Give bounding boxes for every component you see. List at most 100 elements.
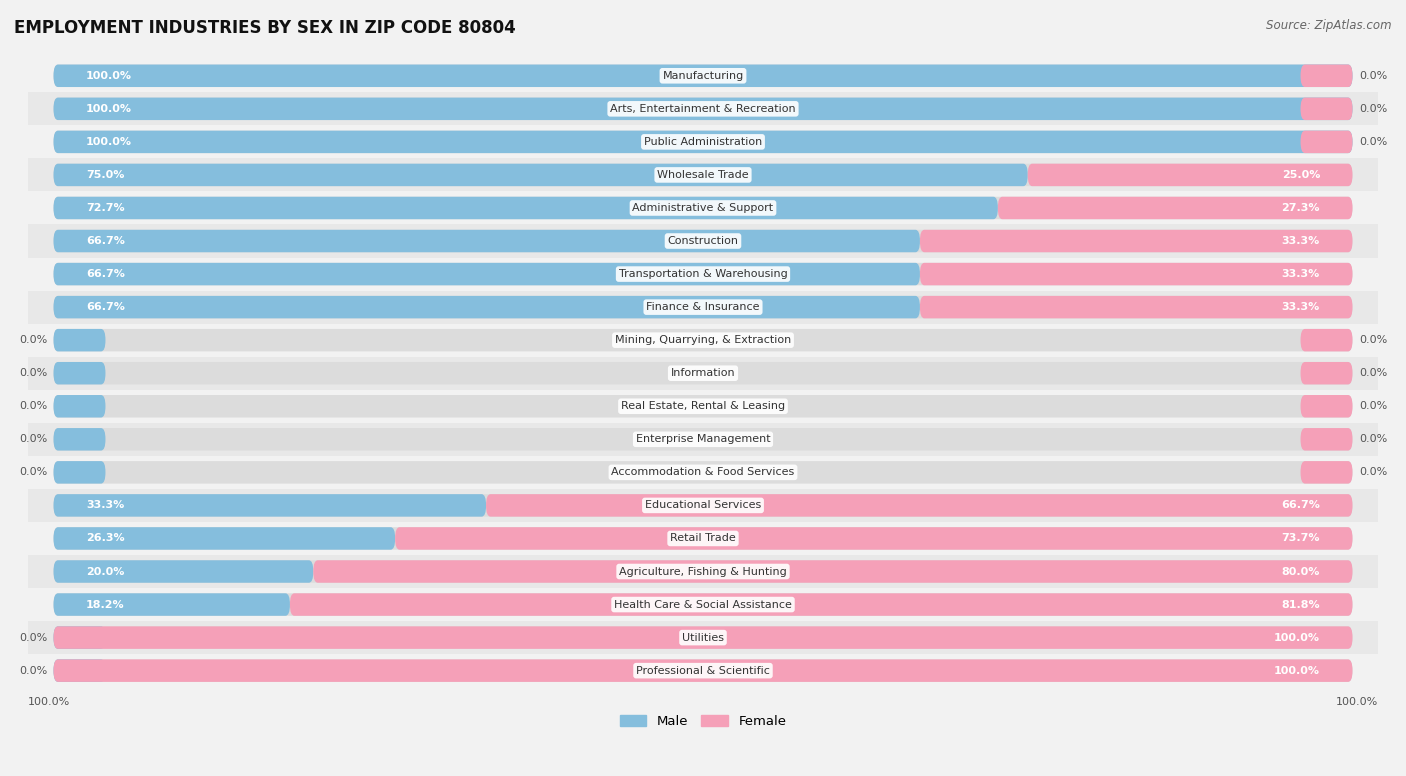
Text: 100.0%: 100.0% bbox=[86, 71, 132, 81]
FancyBboxPatch shape bbox=[1301, 130, 1353, 153]
Text: 0.0%: 0.0% bbox=[1360, 401, 1388, 411]
FancyBboxPatch shape bbox=[53, 660, 105, 682]
Text: Manufacturing: Manufacturing bbox=[662, 71, 744, 81]
FancyBboxPatch shape bbox=[53, 461, 1353, 483]
FancyBboxPatch shape bbox=[53, 130, 1353, 153]
FancyBboxPatch shape bbox=[53, 362, 105, 384]
FancyBboxPatch shape bbox=[53, 98, 1353, 120]
Text: Wholesale Trade: Wholesale Trade bbox=[657, 170, 749, 180]
Text: 100.0%: 100.0% bbox=[86, 137, 132, 147]
FancyBboxPatch shape bbox=[998, 197, 1353, 219]
Text: EMPLOYMENT INDUSTRIES BY SEX IN ZIP CODE 80804: EMPLOYMENT INDUSTRIES BY SEX IN ZIP CODE… bbox=[14, 19, 516, 37]
FancyBboxPatch shape bbox=[28, 126, 1378, 158]
Text: 20.0%: 20.0% bbox=[86, 566, 124, 577]
FancyBboxPatch shape bbox=[53, 527, 395, 549]
FancyBboxPatch shape bbox=[28, 522, 1378, 555]
FancyBboxPatch shape bbox=[53, 197, 1353, 219]
Text: 27.3%: 27.3% bbox=[1281, 203, 1320, 213]
FancyBboxPatch shape bbox=[53, 660, 1353, 682]
FancyBboxPatch shape bbox=[53, 594, 290, 616]
Text: 0.0%: 0.0% bbox=[1360, 71, 1388, 81]
Text: 0.0%: 0.0% bbox=[18, 467, 46, 477]
FancyBboxPatch shape bbox=[53, 660, 1353, 682]
Text: 33.3%: 33.3% bbox=[1282, 236, 1320, 246]
FancyBboxPatch shape bbox=[53, 64, 1353, 87]
Text: 33.3%: 33.3% bbox=[1282, 269, 1320, 279]
FancyBboxPatch shape bbox=[28, 456, 1378, 489]
Text: 100.0%: 100.0% bbox=[1274, 632, 1320, 643]
Text: Construction: Construction bbox=[668, 236, 738, 246]
FancyBboxPatch shape bbox=[1301, 428, 1353, 451]
Text: Utilities: Utilities bbox=[682, 632, 724, 643]
FancyBboxPatch shape bbox=[920, 230, 1353, 252]
FancyBboxPatch shape bbox=[53, 461, 105, 483]
Text: 25.0%: 25.0% bbox=[1282, 170, 1320, 180]
FancyBboxPatch shape bbox=[28, 588, 1378, 621]
Text: 66.7%: 66.7% bbox=[86, 236, 125, 246]
FancyBboxPatch shape bbox=[28, 390, 1378, 423]
FancyBboxPatch shape bbox=[28, 59, 1378, 92]
Text: 26.3%: 26.3% bbox=[86, 533, 125, 543]
Text: 100.0%: 100.0% bbox=[28, 697, 70, 707]
FancyBboxPatch shape bbox=[920, 296, 1353, 318]
FancyBboxPatch shape bbox=[28, 324, 1378, 357]
Text: Public Administration: Public Administration bbox=[644, 137, 762, 147]
FancyBboxPatch shape bbox=[53, 230, 1353, 252]
Text: Transportation & Warehousing: Transportation & Warehousing bbox=[619, 269, 787, 279]
FancyBboxPatch shape bbox=[53, 395, 1353, 417]
FancyBboxPatch shape bbox=[1301, 64, 1353, 87]
FancyBboxPatch shape bbox=[28, 290, 1378, 324]
Text: 0.0%: 0.0% bbox=[1360, 467, 1388, 477]
Text: Enterprise Management: Enterprise Management bbox=[636, 435, 770, 445]
Text: 0.0%: 0.0% bbox=[18, 401, 46, 411]
FancyBboxPatch shape bbox=[53, 395, 105, 417]
Text: Finance & Insurance: Finance & Insurance bbox=[647, 302, 759, 312]
FancyBboxPatch shape bbox=[53, 560, 1353, 583]
FancyBboxPatch shape bbox=[53, 428, 105, 451]
Text: 0.0%: 0.0% bbox=[1360, 369, 1388, 378]
FancyBboxPatch shape bbox=[53, 197, 998, 219]
Text: 0.0%: 0.0% bbox=[18, 435, 46, 445]
FancyBboxPatch shape bbox=[28, 357, 1378, 390]
Text: Information: Information bbox=[671, 369, 735, 378]
Text: 0.0%: 0.0% bbox=[18, 335, 46, 345]
FancyBboxPatch shape bbox=[920, 263, 1353, 286]
FancyBboxPatch shape bbox=[53, 626, 1353, 649]
Text: Retail Trade: Retail Trade bbox=[671, 533, 735, 543]
Text: 72.7%: 72.7% bbox=[86, 203, 125, 213]
Text: Health Care & Social Assistance: Health Care & Social Assistance bbox=[614, 600, 792, 610]
FancyBboxPatch shape bbox=[53, 164, 1028, 186]
FancyBboxPatch shape bbox=[53, 494, 486, 517]
Text: 66.7%: 66.7% bbox=[86, 269, 125, 279]
Text: 0.0%: 0.0% bbox=[1360, 435, 1388, 445]
Text: 100.0%: 100.0% bbox=[1274, 666, 1320, 676]
FancyBboxPatch shape bbox=[28, 92, 1378, 126]
Text: 0.0%: 0.0% bbox=[1360, 335, 1388, 345]
FancyBboxPatch shape bbox=[53, 263, 920, 286]
FancyBboxPatch shape bbox=[53, 594, 1353, 616]
FancyBboxPatch shape bbox=[53, 527, 1353, 549]
FancyBboxPatch shape bbox=[28, 224, 1378, 258]
Text: 0.0%: 0.0% bbox=[18, 632, 46, 643]
Text: 73.7%: 73.7% bbox=[1281, 533, 1320, 543]
FancyBboxPatch shape bbox=[53, 64, 1353, 87]
FancyBboxPatch shape bbox=[53, 263, 1353, 286]
FancyBboxPatch shape bbox=[53, 164, 1353, 186]
FancyBboxPatch shape bbox=[53, 329, 105, 352]
FancyBboxPatch shape bbox=[53, 362, 1353, 384]
FancyBboxPatch shape bbox=[53, 296, 920, 318]
Text: 33.3%: 33.3% bbox=[1282, 302, 1320, 312]
FancyBboxPatch shape bbox=[53, 296, 1353, 318]
FancyBboxPatch shape bbox=[1301, 461, 1353, 483]
FancyBboxPatch shape bbox=[53, 428, 1353, 451]
Text: Administrative & Support: Administrative & Support bbox=[633, 203, 773, 213]
FancyBboxPatch shape bbox=[28, 258, 1378, 290]
Text: 33.3%: 33.3% bbox=[86, 501, 124, 511]
FancyBboxPatch shape bbox=[53, 98, 1353, 120]
FancyBboxPatch shape bbox=[1301, 395, 1353, 417]
Text: Agriculture, Fishing & Hunting: Agriculture, Fishing & Hunting bbox=[619, 566, 787, 577]
FancyBboxPatch shape bbox=[53, 130, 1353, 153]
Text: 66.7%: 66.7% bbox=[86, 302, 125, 312]
Text: Source: ZipAtlas.com: Source: ZipAtlas.com bbox=[1267, 19, 1392, 33]
FancyBboxPatch shape bbox=[28, 489, 1378, 522]
